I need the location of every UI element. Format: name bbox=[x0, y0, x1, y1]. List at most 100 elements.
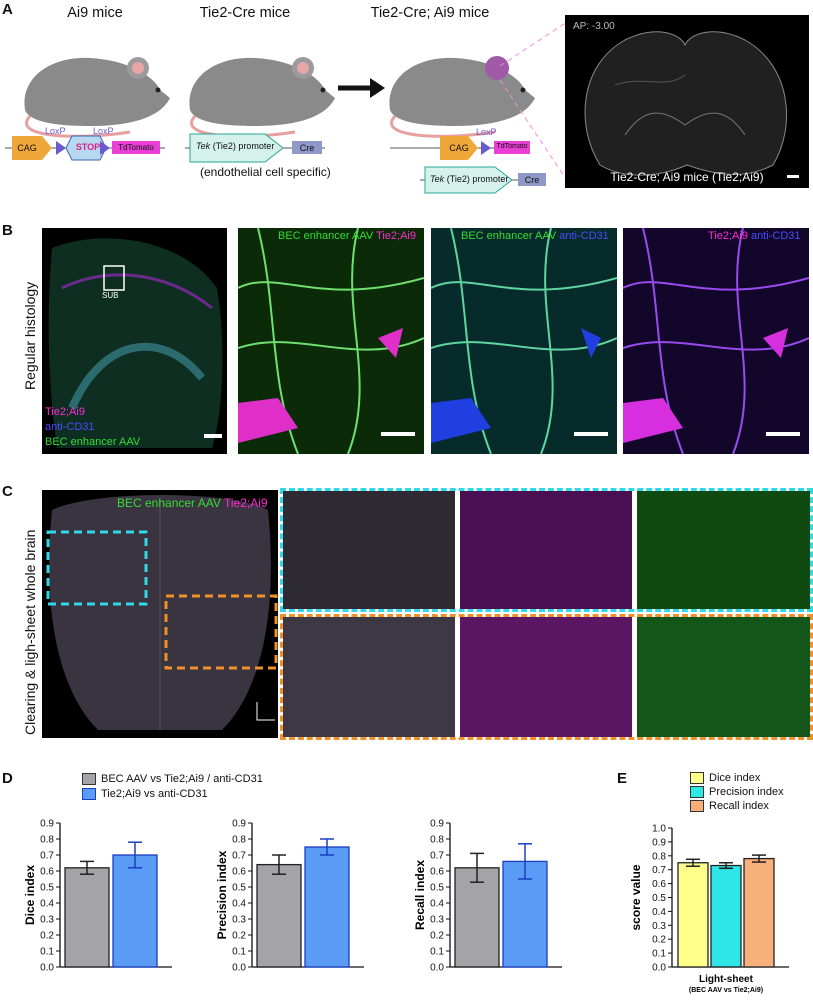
y-tick-label: 0.2 bbox=[652, 935, 666, 946]
panel-a-diagram bbox=[5, 19, 571, 194]
x-axis-label: Light-sheet bbox=[699, 974, 754, 985]
ap-coordinate: AP: -3.00 bbox=[573, 21, 615, 32]
scale-bar bbox=[381, 432, 415, 436]
bar bbox=[710, 864, 742, 968]
panel-label-d: D bbox=[2, 770, 13, 787]
legend-item: Dice index bbox=[690, 771, 784, 785]
orange-merge-image bbox=[283, 617, 455, 737]
channel-label: BEC enhancer AAV Tie2;Ai9 bbox=[278, 230, 416, 242]
mouse-icon bbox=[24, 57, 171, 138]
mouse-icon bbox=[389, 56, 535, 138]
scale-bar bbox=[766, 432, 800, 436]
y-tick-label: 0.7 bbox=[430, 851, 444, 862]
y-tick-label: 0.0 bbox=[652, 963, 666, 974]
y-tick-label: 0.6 bbox=[40, 867, 54, 878]
y-tick-label: 0.2 bbox=[232, 931, 246, 942]
y-tick-label: 0.8 bbox=[652, 851, 666, 862]
legend-swatch bbox=[82, 787, 96, 800]
scale-bar bbox=[204, 434, 222, 438]
tek-promoter-label-1: Tek (Tie2) promoter bbox=[196, 141, 275, 151]
y-tick-label: 0.1 bbox=[652, 949, 666, 960]
y-tick-label: 0.7 bbox=[40, 851, 54, 862]
y-tick-label: 0.3 bbox=[430, 915, 444, 926]
orange-zoom-row bbox=[280, 614, 813, 740]
loxp-label-1: LoxP bbox=[45, 126, 66, 136]
y-axis-label: Precision index bbox=[215, 850, 229, 939]
legend-item: BEC AAV vs Tie2;Ai9 / anti-CD31 bbox=[82, 771, 263, 786]
mouse-icon bbox=[189, 57, 335, 138]
tdtomato-label-1: TdTomato bbox=[118, 143, 154, 152]
bar bbox=[743, 857, 775, 968]
recall-index-chart: 0.0 0.1 0.2 0.3 0.4 0.5 0.6 0.7 0.8 0.9 Recall ind… bbox=[413, 819, 562, 974]
y-tick-label: 0.8 bbox=[430, 835, 444, 846]
zoom-bec-tie2: BEC enhancer AAV Tie2;Ai9 bbox=[238, 228, 424, 454]
legend-item: Precision index bbox=[690, 785, 784, 799]
y-tick-label: 0.8 bbox=[40, 835, 54, 846]
cag-label-3: CAG bbox=[449, 143, 469, 153]
cre-label-1: Cre bbox=[299, 143, 315, 153]
stop-label: STOP bbox=[75, 142, 101, 152]
bar bbox=[304, 846, 350, 968]
cyan-bec-image bbox=[637, 491, 810, 609]
y-tick-label: 0.9 bbox=[652, 837, 666, 848]
scale-bar bbox=[574, 432, 608, 436]
clearing-lightsheet-label: Clearing & ligh-sheet whole brain bbox=[22, 529, 38, 735]
y-tick-label: 0.7 bbox=[652, 865, 666, 876]
y-tick-label: 0.2 bbox=[40, 931, 54, 942]
bar bbox=[64, 867, 110, 968]
y-tick-label: 0.6 bbox=[232, 867, 246, 878]
legend-tie2-ai9: Tie2;Ai9 bbox=[45, 406, 85, 418]
y-tick-label: 0.5 bbox=[430, 883, 444, 894]
precision-index-chart: 0.0 0.1 0.2 0.3 0.4 0.5 0.6 0.7 0.8 0.9 Precision … bbox=[215, 819, 364, 974]
y-tick-label: 0.6 bbox=[430, 867, 444, 878]
mouse2-title: Tie2-Cre mice bbox=[199, 5, 291, 21]
y-tick-label: 0.4 bbox=[232, 899, 246, 910]
y-tick-label: 0.1 bbox=[40, 947, 54, 958]
y-tick-label: 0.5 bbox=[40, 883, 54, 894]
orange-bec-image bbox=[637, 617, 810, 737]
y-tick-label: 0.3 bbox=[232, 915, 246, 926]
channel-label: BEC enhancer AAV anti-CD31 bbox=[461, 230, 609, 242]
y-tick-label: 0.6 bbox=[652, 879, 666, 890]
y-tick-label: 0.5 bbox=[232, 883, 246, 894]
loxp-label-3: LoxP bbox=[476, 127, 497, 137]
cyan-tie2-image bbox=[460, 491, 632, 609]
y-axis-label: score value bbox=[629, 864, 643, 930]
y-tick-label: 0.3 bbox=[652, 921, 666, 932]
legend-swatch bbox=[690, 786, 704, 798]
scale-bar bbox=[787, 175, 799, 178]
legend-bec-enhancer: BEC enhancer AAV bbox=[45, 436, 141, 448]
y-tick-label: 0.1 bbox=[430, 947, 444, 958]
y-tick-label: 0.5 bbox=[652, 893, 666, 904]
y-tick-label: 0.4 bbox=[652, 907, 666, 918]
channel-label: BEC enhancer AAV Tie2;Ai9 bbox=[117, 496, 268, 510]
panel-label-a: A bbox=[2, 1, 13, 18]
y-tick-label: 1.0 bbox=[652, 824, 666, 835]
orange-tie2-image bbox=[460, 617, 632, 737]
y-tick-label: 0.4 bbox=[430, 899, 444, 910]
cyan-merge-image bbox=[283, 491, 455, 609]
regular-histology-label: Regular histology bbox=[22, 281, 38, 390]
y-tick-label: 0.1 bbox=[232, 947, 246, 958]
legend-swatch bbox=[690, 772, 704, 784]
y-tick-label: 0.9 bbox=[232, 819, 246, 830]
y-tick-label: 0.8 bbox=[232, 835, 246, 846]
cyan-zoom-row bbox=[280, 488, 813, 612]
tie2-ai9-brain-section: AP: -3.00 Tie2-Cre; Ai9 mice (Tie2;Ai9) bbox=[565, 15, 809, 188]
legend-item: Tie2;Ai9 vs anti-CD31 bbox=[82, 786, 263, 801]
legend-anti-cd31: anti-CD31 bbox=[45, 421, 95, 433]
x-axis-sublabel: (BEC AAV vs Tie2;Ai9) bbox=[689, 987, 763, 994]
whole-brain-lightsheet: BEC enhancer AAV Tie2;Ai9 bbox=[42, 490, 278, 738]
y-tick-label: 0.0 bbox=[232, 963, 246, 974]
cag-label: CAG bbox=[17, 143, 37, 153]
brain-caption: Tie2-Cre; Ai9 mice (Tie2;Ai9) bbox=[610, 170, 764, 184]
y-axis-label: Recall index bbox=[413, 860, 427, 930]
loxp-label-2: LoxP bbox=[93, 126, 114, 136]
tdtomato-label-3: TdTomato bbox=[496, 143, 528, 150]
legend-item: Recall index bbox=[690, 799, 784, 813]
y-tick-label: 0.0 bbox=[430, 963, 444, 974]
y-tick-label: 0.0 bbox=[40, 963, 54, 974]
mouse1-title: Ai9 mice bbox=[67, 5, 123, 21]
legend-swatch bbox=[690, 800, 704, 812]
legend-swatch bbox=[82, 772, 96, 785]
